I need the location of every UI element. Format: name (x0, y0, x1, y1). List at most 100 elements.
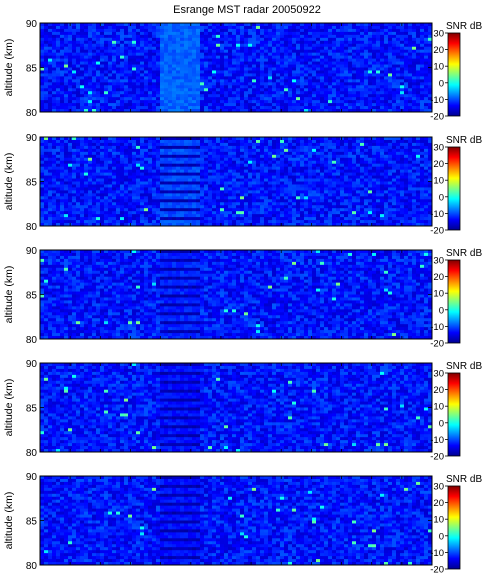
heatmap-cell (372, 23, 377, 27)
heatmap-cell (304, 37, 309, 42)
heatmap-cell (396, 67, 401, 71)
heatmap-cell (248, 49, 253, 54)
heatmap-cell (112, 55, 117, 59)
heatmap-cell (388, 85, 393, 89)
heatmap-cell (72, 190, 77, 194)
heatmap-cell (232, 163, 237, 168)
heatmap-cell (340, 28, 345, 33)
heatmap-cell (152, 175, 157, 179)
heatmap-cell (88, 28, 93, 33)
heatmap-cell (164, 145, 169, 150)
heatmap-cell (396, 61, 401, 65)
heatmap-cell (208, 217, 213, 221)
heatmap-cell (256, 52, 261, 57)
heatmap-cell (292, 175, 297, 179)
heatmap-cell (416, 55, 421, 59)
heatmap-cell (352, 58, 357, 62)
heatmap-cell (160, 217, 165, 221)
heatmap-cell (100, 28, 105, 33)
heatmap-cell (72, 214, 77, 218)
heatmap-cell (428, 67, 433, 71)
heatmap-cell (56, 73, 61, 77)
heatmap-cell (192, 40, 197, 45)
heatmap-cell (256, 40, 261, 45)
heatmap-cell (388, 37, 393, 42)
heatmap-cell (160, 100, 165, 104)
heatmap-cell (344, 34, 349, 39)
heatmap-cell (116, 100, 121, 104)
heatmap-cell (324, 23, 329, 27)
heatmap-cell (304, 79, 309, 83)
heatmap-cell (124, 25, 129, 30)
heatmap-cell (200, 178, 205, 182)
heatmap-cell (64, 214, 69, 218)
heatmap-cell (380, 67, 385, 71)
heatmap-cell (236, 199, 241, 203)
heatmap-cell (416, 97, 421, 101)
heatmap-cell (248, 178, 253, 182)
heatmap-cell (220, 67, 225, 71)
heatmap-cell (44, 142, 49, 147)
heatmap-cell (292, 40, 297, 45)
heatmap-cell (236, 193, 241, 197)
heatmap-cell (244, 73, 249, 77)
heatmap-cell (260, 76, 265, 80)
heatmap-cell (344, 67, 349, 71)
heatmap-cell (356, 23, 361, 27)
heatmap-cell (168, 43, 173, 48)
heatmap-cell (316, 73, 321, 77)
heatmap-cell (296, 28, 301, 33)
heatmap-cell (248, 172, 253, 176)
heatmap-cell (304, 190, 309, 194)
heatmap-cell (296, 76, 301, 80)
heatmap-cell (360, 34, 365, 39)
heatmap-cell (128, 160, 133, 165)
heatmap-cell (48, 160, 53, 165)
heatmap-cell (48, 148, 53, 153)
heatmap-cell (88, 55, 93, 59)
heatmap-cell (256, 31, 261, 36)
heatmap-cell (52, 181, 57, 185)
heatmap-cell (408, 76, 413, 80)
heatmap-cell (72, 31, 77, 36)
heatmap-cell (240, 37, 245, 42)
heatmap-cell (280, 190, 285, 194)
heatmap-cell (380, 97, 385, 101)
heatmap-cell (408, 61, 413, 65)
heatmap-cell (284, 220, 289, 224)
heatmap-cell (100, 40, 105, 45)
heatmap-cell (304, 163, 309, 168)
heatmap-cell (368, 64, 373, 68)
heatmap-cell (256, 97, 261, 101)
heatmap-cell (348, 43, 353, 48)
heatmap-cell (40, 172, 45, 176)
heatmap-cell (80, 40, 85, 45)
heatmap-cell (140, 196, 145, 200)
heatmap-cell (252, 139, 257, 144)
heatmap-cell (304, 28, 309, 33)
heatmap-cell (108, 163, 113, 168)
heatmap-cell (184, 169, 189, 173)
heatmap-cell (52, 142, 57, 147)
heatmap-cell (192, 106, 197, 110)
heatmap-cell (352, 61, 357, 65)
heatmap-cell (112, 154, 117, 159)
heatmap-cell (196, 85, 201, 89)
heatmap-cell (240, 88, 245, 92)
heatmap-cell (400, 31, 405, 36)
heatmap-cell (344, 103, 349, 107)
heatmap-cell (272, 190, 277, 194)
heatmap-cell (424, 88, 429, 92)
heatmap-cell (132, 43, 137, 48)
heatmap-cell (304, 106, 309, 110)
heatmap-cell (196, 196, 201, 200)
heatmap-cell (88, 67, 93, 71)
heatmap-cell (108, 178, 113, 182)
heatmap-cell (232, 55, 237, 59)
heatmap-cell (240, 106, 245, 110)
heatmap-cell (260, 137, 265, 141)
heatmap-cell (356, 94, 361, 98)
heatmap-cell (132, 85, 137, 89)
heatmap-cell (176, 70, 181, 74)
heatmap-cell (228, 103, 233, 107)
